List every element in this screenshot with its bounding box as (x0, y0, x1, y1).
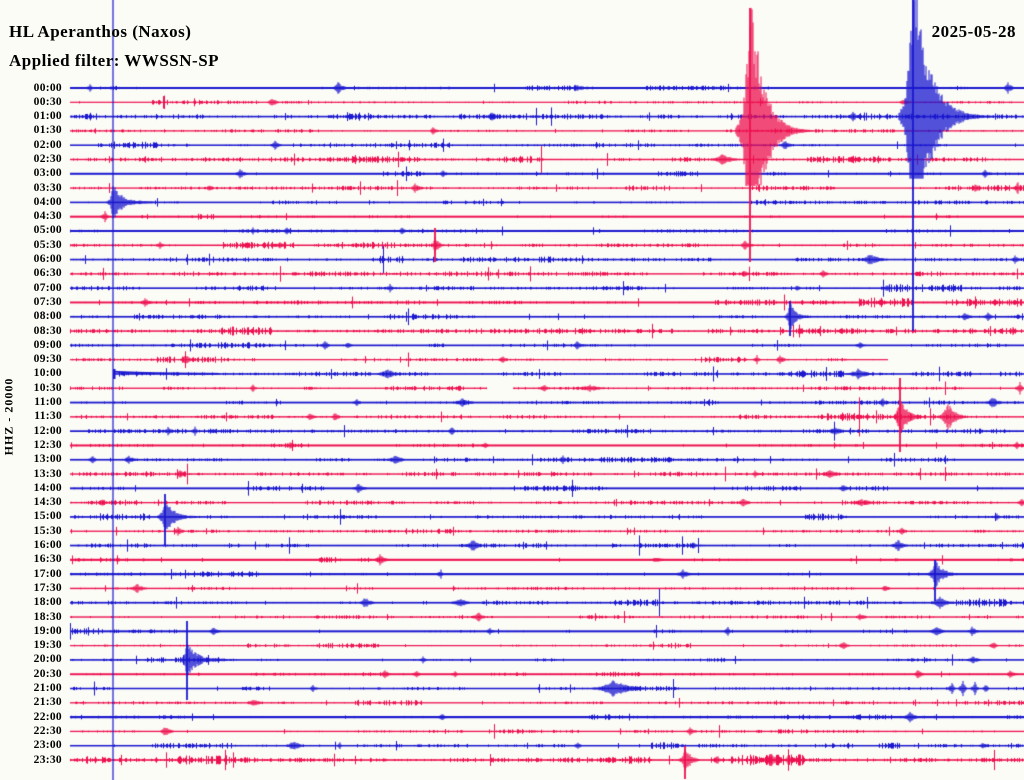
row-time-label: 00:30 (33, 95, 62, 108)
row-time-label: 14:00 (33, 481, 62, 494)
row-time-label: 23:00 (33, 739, 62, 752)
row-time-label: 01:00 (33, 110, 62, 123)
row-time-label: 06:00 (33, 253, 62, 266)
row-time-label: 00:00 (33, 81, 62, 94)
row-time-label: 12:30 (33, 438, 62, 451)
row-time-label: 13:30 (33, 467, 62, 480)
row-time-label: 20:30 (33, 667, 62, 680)
row-time-label: 18:30 (33, 610, 62, 623)
row-time-label: 15:30 (33, 524, 62, 537)
row-time-label: 11:30 (34, 410, 62, 423)
row-time-label: 02:00 (33, 138, 62, 151)
row-time-label: 07:00 (33, 281, 62, 294)
row-time-label: 06:30 (33, 267, 62, 280)
row-time-label: 19:30 (33, 639, 62, 652)
row-time-label: 04:30 (33, 210, 62, 223)
row-time-label: 22:30 (33, 724, 62, 737)
row-time-label: 21:00 (33, 682, 62, 695)
row-time-label: 05:30 (33, 238, 62, 251)
row-time-label: 03:00 (33, 167, 62, 180)
row-time-label: 18:00 (33, 596, 62, 609)
row-time-label: 19:00 (33, 624, 62, 637)
row-time-label: 10:30 (33, 381, 62, 394)
row-time-label: 10:00 (33, 367, 62, 380)
row-time-label: 07:30 (33, 295, 62, 308)
row-time-label: 17:00 (33, 567, 62, 580)
row-time-label: 08:00 (33, 310, 62, 323)
row-time-label: 16:30 (33, 553, 62, 566)
row-time-label: 02:30 (33, 152, 62, 165)
row-time-label: 13:00 (33, 453, 62, 466)
date-label: 2025-05-28 (931, 22, 1016, 41)
row-time-label: 11:00 (34, 396, 62, 409)
row-time-label: 16:00 (33, 539, 62, 552)
row-time-label: 17:30 (33, 581, 62, 594)
row-time-label: 08:30 (33, 324, 62, 337)
row-time-label: 12:00 (33, 424, 62, 437)
row-time-label: 01:30 (33, 124, 62, 137)
row-time-label: 22:00 (33, 710, 62, 723)
station-title: HL Aperanthos (Naxos) (9, 22, 192, 41)
row-time-label: 14:30 (33, 496, 62, 509)
row-time-label: 09:00 (33, 338, 62, 351)
row-time-label: 05:00 (33, 224, 62, 237)
row-time-label: 15:00 (33, 510, 62, 523)
row-time-label: 23:30 (33, 753, 62, 766)
row-time-label: 20:00 (33, 653, 62, 666)
row-time-label: 21:30 (33, 696, 62, 709)
row-time-label: 03:30 (33, 181, 62, 194)
row-time-label: 04:00 (33, 195, 62, 208)
row-time-label: 09:30 (33, 353, 62, 366)
applied-filter-label: Applied filter: WWSSN-SP (9, 51, 220, 70)
